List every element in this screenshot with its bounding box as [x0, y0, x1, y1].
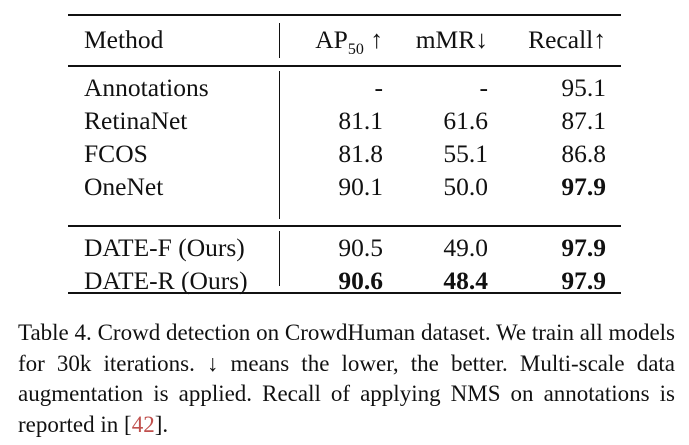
table-caption: Table 4. Crowd detection on CrowdHuman d… — [18, 318, 675, 440]
ap50-value: 90.5 — [338, 233, 383, 262]
ap50-value: 81.1 — [338, 106, 383, 135]
column-divider — [279, 231, 280, 286]
header-mmr: mMR↓ — [415, 25, 488, 54]
header-ap-main: AP — [315, 25, 348, 54]
up-arrow-icon: ↑ — [370, 25, 383, 54]
ap50-value: 90.6 — [338, 266, 383, 295]
header-method: Method — [84, 25, 164, 54]
citation-link[interactable]: 42 — [131, 411, 155, 437]
mmr-value: 55.1 — [443, 139, 488, 168]
header-recall: Recall↑ — [528, 25, 606, 54]
recall-value: 97.9 — [561, 233, 606, 262]
recall-value: 95.1 — [561, 73, 606, 102]
method-name: OneNet — [84, 172, 164, 201]
table-header-rule — [68, 65, 621, 67]
method-name: DATE-R (Ours) — [84, 266, 248, 295]
recall-value: 97.9 — [561, 266, 606, 295]
column-divider — [279, 23, 280, 58]
header-ap-subscript: 50 — [347, 41, 364, 58]
caption-text-end: ]. — [154, 411, 169, 437]
ap50-value: 81.8 — [338, 139, 383, 168]
recall-value: 87.1 — [561, 106, 606, 135]
mmr-value: 61.6 — [443, 106, 488, 135]
ap50-value: - — [374, 73, 384, 102]
table-top-rule — [68, 14, 621, 16]
mmr-value: 50.0 — [443, 172, 488, 201]
mmr-value: 48.4 — [443, 266, 488, 295]
method-name: RetinaNet — [84, 106, 188, 135]
table-group-rule — [68, 225, 621, 227]
column-divider — [279, 71, 280, 219]
recall-value: 97.9 — [561, 172, 606, 201]
recall-value: 86.8 — [561, 139, 606, 168]
mmr-value: - — [479, 73, 489, 102]
caption-text: Table 4. Crowd detection on CrowdHuman d… — [18, 320, 675, 437]
method-name: Annotations — [84, 73, 209, 102]
method-name: DATE-F (Ours) — [84, 233, 245, 262]
method-name: FCOS — [84, 139, 148, 168]
table-bottom-rule — [68, 292, 621, 294]
header-ap50: AP50 ↑ — [280, 25, 383, 59]
ap50-value: 90.1 — [338, 172, 383, 201]
mmr-value: 49.0 — [443, 233, 488, 262]
